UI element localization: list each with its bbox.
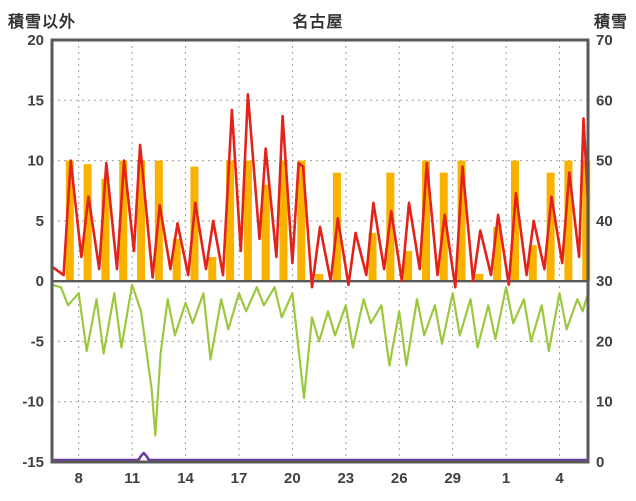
sunshine-bars: [172, 238, 181, 282]
sunshine-bars: [119, 160, 128, 282]
left-axis-tick-label: 20: [27, 32, 44, 49]
right-axis-tick-label: 40: [596, 213, 613, 230]
right-axis-tick-label: 0: [596, 454, 604, 471]
sunshine-bars: [421, 160, 430, 282]
left-axis-tick-label: 0: [36, 273, 44, 290]
sunshine-bars: [368, 232, 377, 282]
left-axis-tick-label: -5: [31, 333, 44, 350]
sunshine-bars: [404, 251, 413, 282]
left-axis-tick-label: 10: [27, 153, 44, 170]
right-axis-tick-label: 70: [596, 32, 613, 49]
sunshine-bars: [137, 160, 146, 282]
sunshine-bars: [582, 160, 591, 282]
sunshine-bars: [261, 184, 270, 282]
chart-title: 名古屋: [292, 14, 344, 31]
sunshine-bars: [493, 226, 502, 282]
x-axis-tick-label: 14: [177, 470, 194, 487]
purple-snow-depth-line: [50, 451, 590, 462]
red-temperature-line: [50, 93, 590, 289]
x-axis-tick-label: 23: [337, 470, 354, 487]
x-axis-tick-label: 26: [391, 470, 408, 487]
right-axis-tick-label: 10: [596, 394, 613, 411]
right-axis-tick-label: 50: [596, 153, 613, 170]
sunshine-bars: [65, 160, 74, 282]
plot-border: [50, 38, 590, 464]
sunshine-bars: [546, 172, 555, 282]
sunshine-bars: [315, 273, 324, 282]
left-axis-tick-label: 5: [36, 213, 44, 230]
right-axis-tick-label: 30: [596, 273, 613, 290]
sunshine-bars: [564, 160, 573, 282]
sunshine-bars: [83, 164, 92, 282]
sunshine-bars: [279, 160, 288, 282]
sunshine-bars: [528, 244, 537, 282]
x-axis-tick-label: 29: [444, 470, 461, 487]
sunshine-bars: [226, 160, 235, 282]
right-axis-tick-label: 60: [596, 92, 613, 109]
x-axis-tick-label: 1: [502, 470, 510, 487]
green-line: [50, 283, 590, 437]
sunshine-bars: [297, 160, 306, 282]
sunshine-bars: [208, 257, 217, 282]
x-axis-tick-label: 17: [231, 470, 248, 487]
left-axis-title: 積雪以外: [8, 14, 77, 31]
left-axis-tick-label: -10: [22, 394, 44, 411]
x-axis-tick-label: 4: [555, 470, 564, 487]
right-axis-title: 積雪: [593, 14, 628, 31]
x-axis-tick-label: 8: [75, 470, 83, 487]
left-axis-tick-label: 15: [27, 92, 44, 109]
left-axis-tick-label: -15: [22, 454, 44, 471]
sunshine-bars: [457, 160, 466, 282]
x-axis-tick-label: 20: [284, 470, 301, 487]
sunshine-bars: [101, 178, 110, 282]
right-axis-tick-label: 20: [596, 333, 613, 350]
x-axis-tick-label: 11: [124, 470, 140, 487]
sunshine-bars: [475, 273, 484, 282]
sunshine-bars: [243, 160, 252, 282]
